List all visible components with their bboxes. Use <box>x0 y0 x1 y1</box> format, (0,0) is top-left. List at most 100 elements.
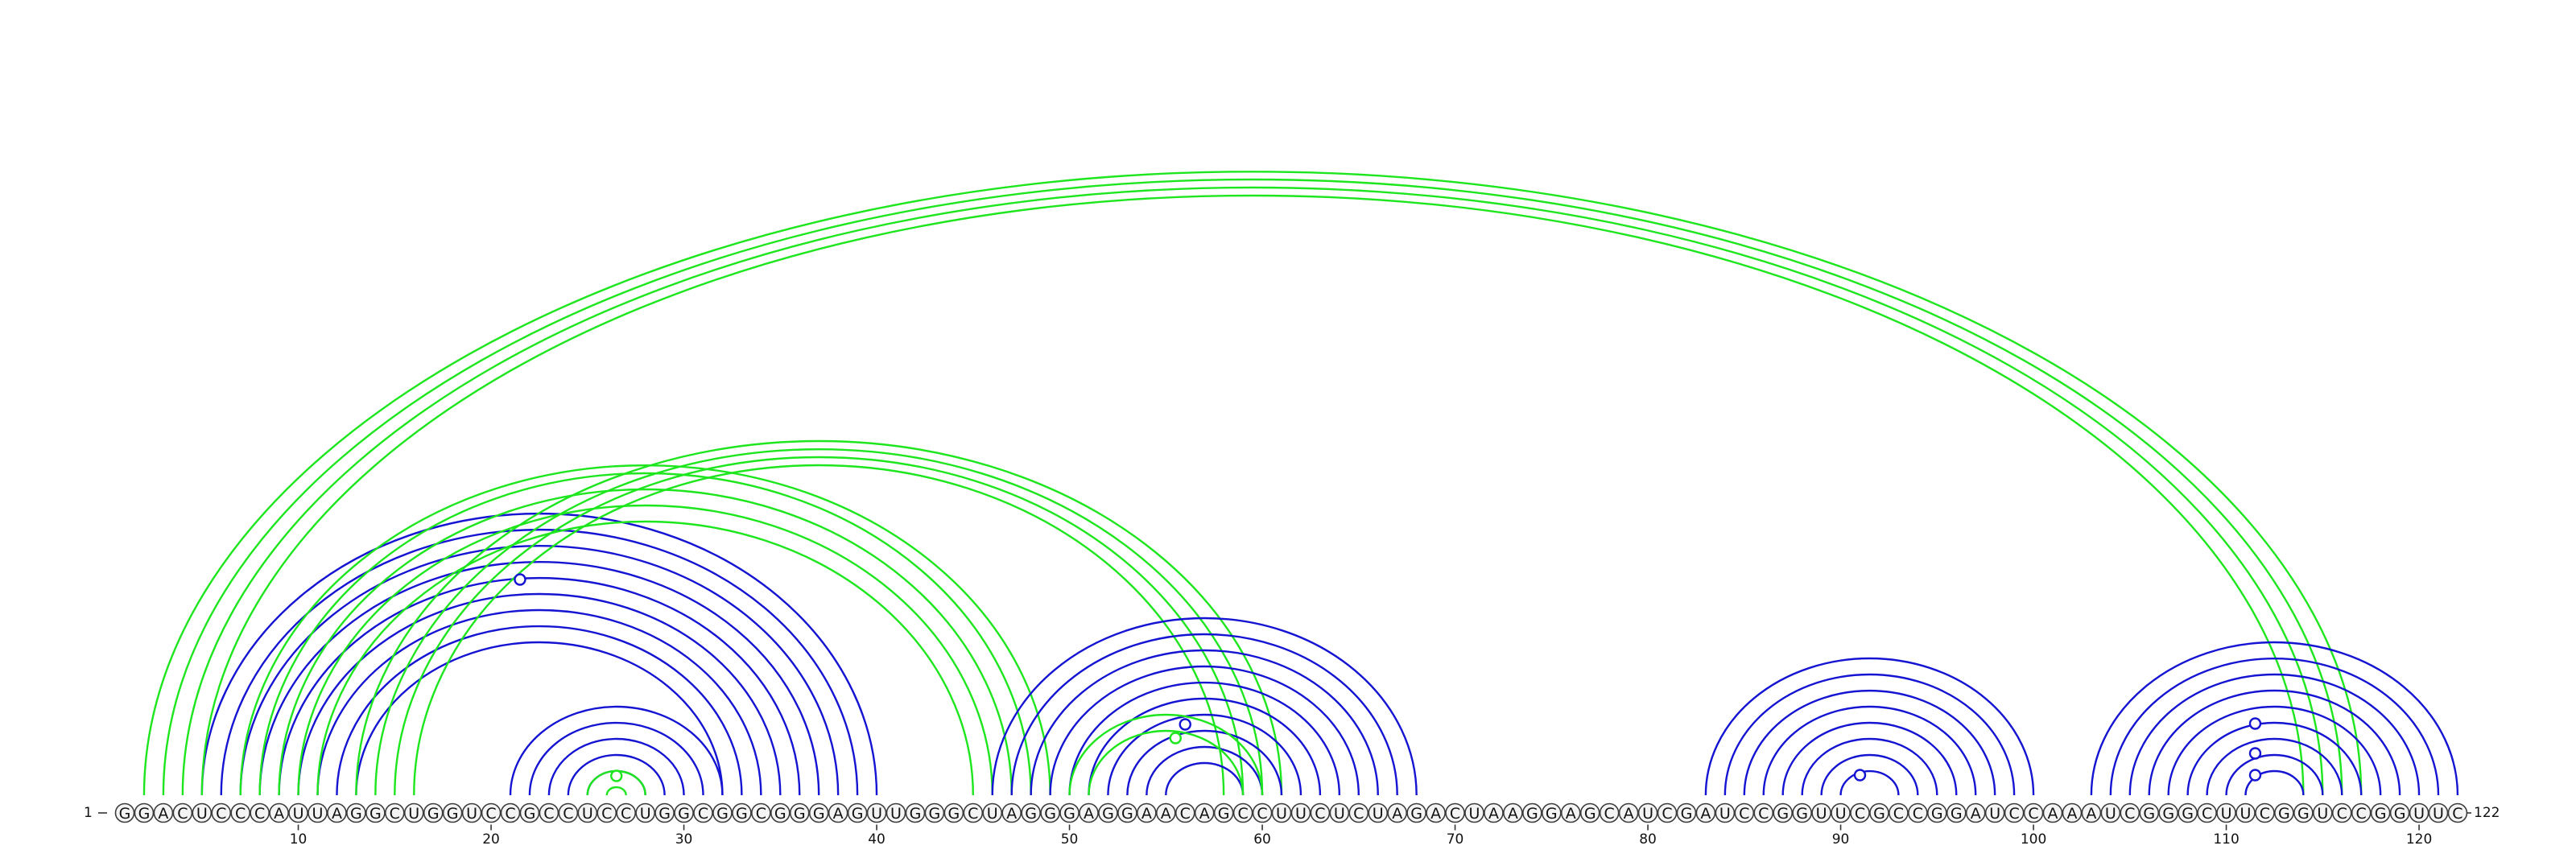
blue-arc-86-97 <box>1762 705 1977 796</box>
blue-arc-105-120 <box>2128 673 2421 796</box>
nucleotide-letter-65: C <box>1353 805 1364 823</box>
nucleotide-38 <box>828 802 848 823</box>
nucleotide-114 <box>2293 802 2314 823</box>
blue-arc-46-68 <box>991 617 1418 796</box>
nucleotide-93 <box>1889 802 1909 823</box>
nucleotide-letter-73: A <box>1508 805 1518 823</box>
nucleotide-19 <box>461 802 482 823</box>
arc-marker-4 <box>1169 732 1182 745</box>
nucleotide-100 <box>2023 802 2044 823</box>
arc-marker-8 <box>2248 769 2262 782</box>
nucleotide-letter-103: A <box>2086 805 2096 823</box>
nucleotide-letter-31: C <box>698 805 708 823</box>
blue-arc-9-36 <box>278 576 801 796</box>
nucleotide-letter-88: G <box>1796 805 1808 823</box>
blue-arc-24-29 <box>567 753 666 796</box>
nucleotide-letter-108: G <box>2182 805 2194 823</box>
tick-label-80: 80 <box>1639 831 1657 848</box>
green-arc-16-58 <box>413 464 1225 796</box>
blue-arc-53-61 <box>1126 729 1283 796</box>
nucleotide-letter-74: G <box>1526 805 1538 823</box>
nucleotide-letter-122: C <box>2452 805 2462 823</box>
nucleotide-68 <box>1406 802 1426 823</box>
nucleotide-letter-55: A <box>1161 805 1171 823</box>
green-arc-7-49 <box>239 464 1051 796</box>
nucleotide-24 <box>558 802 579 823</box>
blue-arc-103-122 <box>2090 641 2459 796</box>
nucleotide-47 <box>1001 802 1022 823</box>
nucleotide-letter-30: G <box>678 805 690 823</box>
nucleotide-letter-91: C <box>1855 805 1865 823</box>
nucleotide-letter-16: U <box>408 805 419 823</box>
green-arc-2-117 <box>144 171 2361 795</box>
nucleotide-letter-1: G <box>119 805 131 823</box>
tick-label-10: 10 <box>290 831 308 848</box>
nucleotide-letter-81: C <box>1662 805 1672 823</box>
nucleotide-letter-47: A <box>1006 805 1017 823</box>
green-arc-51-59 <box>1088 729 1245 796</box>
nucleotide-63 <box>1310 802 1331 823</box>
nucleotide-103 <box>2081 802 2102 823</box>
nucleotide-27 <box>616 802 637 823</box>
nucleotide-13 <box>346 802 366 823</box>
nucleotide-letter-41: U <box>890 805 902 823</box>
nucleotide-letter-23: C <box>543 805 554 823</box>
nucleotide-84 <box>1715 802 1736 823</box>
nucleotide-78 <box>1599 802 1620 823</box>
nucleotide-letter-102: A <box>2066 805 2077 823</box>
nucleotide-81 <box>1657 802 1678 823</box>
nucleotide-56 <box>1174 802 1195 823</box>
blue-arc-49-65 <box>1049 665 1360 796</box>
nucleotide-letter-110: U <box>2221 805 2232 823</box>
nucleotide-20 <box>481 802 502 823</box>
nucleotide-2 <box>134 802 155 823</box>
nucleotide-letter-107: G <box>2162 805 2174 823</box>
nucleotide-letter-98: U <box>1989 805 2000 823</box>
nucleotide-113 <box>2274 802 2294 823</box>
nucleotide-letter-9: A <box>274 805 284 823</box>
nucleotide-letter-58: G <box>1218 805 1230 823</box>
nucleotide-71 <box>1464 802 1484 823</box>
blue-arc-10-35 <box>297 592 782 796</box>
nucleotide-102 <box>2062 802 2083 823</box>
nucleotide-letter-53: G <box>1121 805 1133 823</box>
blue-arc-48-66 <box>1030 649 1379 796</box>
nucleotide-117 <box>2351 802 2372 823</box>
nucleotide-42 <box>905 802 926 823</box>
nucleotide-21 <box>500 802 521 823</box>
nucleotide-88 <box>1792 802 1812 823</box>
blue-arc-111-114 <box>2244 769 2305 796</box>
nucleotide-101 <box>2042 802 2063 823</box>
nucleotide-letter-118: G <box>2375 805 2387 823</box>
nucleotide-letter-82: G <box>1681 805 1693 823</box>
nucleotide-87 <box>1773 802 1793 823</box>
nucleotide-letter-48: G <box>1025 805 1037 823</box>
arc-marker-1 <box>514 573 526 586</box>
nucleotide-34 <box>751 802 771 823</box>
tick-label-20: 20 <box>482 831 500 848</box>
nucleotide-letter-20: C <box>485 805 496 823</box>
nucleotide-90 <box>1831 802 1851 823</box>
nucleotide-letter-72: A <box>1488 805 1499 823</box>
nucleotide-116 <box>2331 802 2352 823</box>
nucleotide-letter-93: C <box>1893 805 1904 823</box>
nucleotide-letter-24: C <box>563 805 573 823</box>
nucleotide-43 <box>924 802 945 823</box>
nucleotide-70 <box>1445 802 1465 823</box>
tick-label-30: 30 <box>675 831 693 848</box>
tick-label-120: 120 <box>2406 831 2432 848</box>
nucleotide-112 <box>2255 802 2275 823</box>
nucleotide-letter-4: C <box>177 805 188 823</box>
nucleotide-letter-115: U <box>2317 805 2328 823</box>
nucleotide-letter-117: C <box>2356 805 2367 823</box>
green-arc-11-45 <box>316 520 974 796</box>
nucleotide-119 <box>2389 802 2410 823</box>
nucleotide-29 <box>654 802 675 823</box>
axis-end-label: 122 <box>2474 805 2500 821</box>
nucleotide-14 <box>365 802 386 823</box>
nucleotide-letter-67: A <box>1392 805 1402 823</box>
nucleotide-letter-12: A <box>332 805 342 823</box>
nucleotide-60 <box>1252 802 1273 823</box>
arc-marker-2 <box>610 769 623 782</box>
nucleotide-52 <box>1098 802 1118 823</box>
